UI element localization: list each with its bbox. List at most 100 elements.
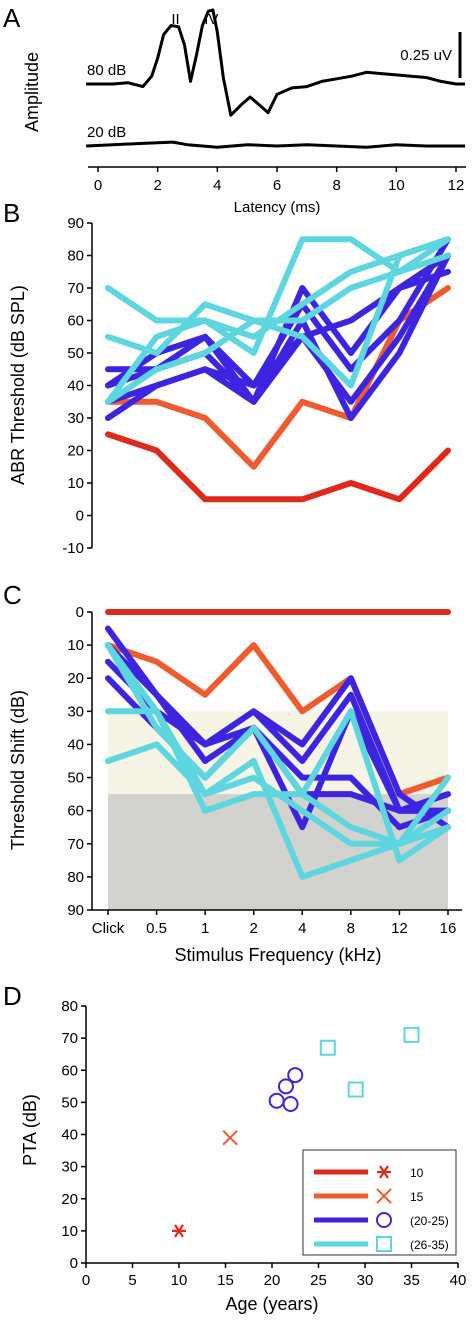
x-tick-label: 0 bbox=[82, 1272, 90, 1289]
y-tick-label: 0 bbox=[76, 508, 84, 525]
y-tick-label: 10 bbox=[67, 475, 84, 492]
legend-label: 10 bbox=[410, 1166, 424, 1180]
y-tick-label: 30 bbox=[67, 410, 84, 427]
series-line-8 bbox=[105, 236, 451, 356]
y-tick-label: 50 bbox=[61, 1094, 78, 1111]
y-tick-label: 60 bbox=[67, 803, 84, 820]
x-tick-label: 35 bbox=[403, 1272, 420, 1289]
data-point-1 bbox=[172, 1224, 186, 1238]
series-line-11 bbox=[105, 642, 451, 847]
y-tick-label: 70 bbox=[67, 280, 84, 297]
x-tick-label: 0.5 bbox=[146, 920, 167, 937]
x-tick-label: 12 bbox=[391, 920, 408, 937]
panel-d: 0 10 20 30 40 50 60 70 80 0 5 10 15 20 25 30 35 40 Age (ye… bbox=[20, 998, 466, 1314]
y-tick-label: 20 bbox=[67, 670, 84, 687]
waveform-label: 80 dB bbox=[87, 62, 126, 79]
waveform-1 bbox=[86, 8, 465, 117]
y-tick-label: 40 bbox=[67, 378, 84, 395]
x-tick-label: 6 bbox=[273, 177, 281, 194]
legend-label: 15 bbox=[410, 1190, 424, 1204]
y-tick-label: 70 bbox=[67, 836, 84, 853]
data-point-4 bbox=[277, 1078, 294, 1095]
x-tick-label: 12 bbox=[448, 177, 465, 194]
y-axis-title: PTA (dB) bbox=[20, 1094, 40, 1166]
x-tick-label: 30 bbox=[357, 1272, 374, 1289]
legend-label: (26-35) bbox=[410, 1238, 449, 1252]
circle-shape bbox=[376, 1212, 392, 1228]
x-axis-title: Latency (ms) bbox=[234, 199, 321, 216]
y-tick-label: 80 bbox=[67, 248, 84, 265]
legend-marker bbox=[377, 1165, 391, 1179]
peak-label: IV bbox=[204, 11, 218, 28]
x-tick-label: 5 bbox=[128, 1272, 136, 1289]
x-tick-label: 8 bbox=[332, 177, 340, 194]
x-tick-label: 2 bbox=[153, 177, 161, 194]
legend-marker bbox=[376, 1236, 392, 1252]
y-tick-label: 60 bbox=[61, 1062, 78, 1079]
y-tick-label: 30 bbox=[67, 703, 84, 720]
x-tick-label: 1 bbox=[201, 920, 209, 937]
y-tick-label: 80 bbox=[67, 869, 84, 886]
y-tick-label: 80 bbox=[61, 998, 78, 1015]
y-tick-label: 40 bbox=[61, 1127, 78, 1144]
x-tick-label: 15 bbox=[217, 1272, 234, 1289]
asterisk-stroke bbox=[174, 1224, 184, 1238]
y-axis-title: Threshold Shift (dB) bbox=[8, 690, 28, 850]
circle-shape bbox=[287, 1067, 304, 1084]
legend-label: (20-25) bbox=[410, 1214, 449, 1228]
data-point-5 bbox=[282, 1095, 299, 1112]
legend-marker bbox=[376, 1212, 392, 1228]
square-shape bbox=[403, 1026, 420, 1043]
x-tick-label: 8 bbox=[347, 920, 355, 937]
x-tick-label: 2 bbox=[250, 920, 258, 937]
panel-a: 80 dB 20 dB II IV 0.25 uV 0 2 4 6 8 10 12 Latency (m… bbox=[22, 8, 466, 216]
y-tick-label: 90 bbox=[67, 215, 84, 232]
y-tick-label: 30 bbox=[61, 1159, 78, 1176]
series-line-2 bbox=[105, 285, 451, 470]
peak-label: II bbox=[171, 11, 179, 28]
circle-shape bbox=[268, 1092, 285, 1109]
y-tick-label: 50 bbox=[67, 345, 84, 362]
series-line-1 bbox=[105, 431, 451, 503]
square-shape bbox=[376, 1236, 392, 1252]
square-shape bbox=[347, 1081, 364, 1098]
y-tick-label: 20 bbox=[67, 443, 84, 460]
x-tick-label: 25 bbox=[310, 1272, 327, 1289]
y-tick-label: 60 bbox=[67, 313, 84, 330]
x-tick-label: Click bbox=[92, 920, 125, 937]
y-axis-title: Amplitude bbox=[22, 52, 42, 132]
y-tick-label: 0 bbox=[70, 1255, 78, 1272]
x-tick-label: 10 bbox=[171, 1272, 188, 1289]
series-line-6 bbox=[105, 252, 451, 421]
y-tick-label: 10 bbox=[61, 1223, 78, 1240]
y-tick-label: 50 bbox=[67, 770, 84, 787]
legend-marker bbox=[376, 1188, 392, 1204]
waveform-label: 20 dB bbox=[87, 124, 126, 141]
circle-shape bbox=[277, 1078, 294, 1095]
x-tick-label: 0 bbox=[94, 177, 102, 194]
x-stroke bbox=[376, 1188, 392, 1204]
y-tick-label: 0 bbox=[76, 604, 84, 621]
y-tick-label: 90 bbox=[67, 902, 84, 919]
data-point-2 bbox=[222, 1130, 238, 1146]
panel-letter-c: C bbox=[3, 580, 22, 610]
y-tick-label: -10 bbox=[62, 540, 84, 557]
y-axis-title: ABR Threshold (dB SPL) bbox=[8, 285, 28, 485]
y-tick-label: 70 bbox=[61, 1030, 78, 1047]
data-point-6 bbox=[287, 1067, 304, 1084]
series-line-11 bbox=[105, 236, 451, 405]
data-point-3 bbox=[268, 1092, 285, 1109]
panel-letter-d: D bbox=[3, 981, 22, 1011]
square-shape bbox=[319, 1039, 336, 1056]
panel-letter-b: B bbox=[3, 198, 20, 228]
series-line-7 bbox=[105, 642, 451, 814]
circle-shape bbox=[282, 1095, 299, 1112]
data-point-7 bbox=[319, 1039, 336, 1056]
legend: 10 15 (20-25) (26-35) bbox=[302, 1149, 457, 1256]
x-tick-label: 4 bbox=[298, 920, 306, 937]
data-point-8 bbox=[347, 1081, 364, 1098]
x-tick-label: 4 bbox=[213, 177, 221, 194]
x-tick-label: 16 bbox=[440, 920, 457, 937]
